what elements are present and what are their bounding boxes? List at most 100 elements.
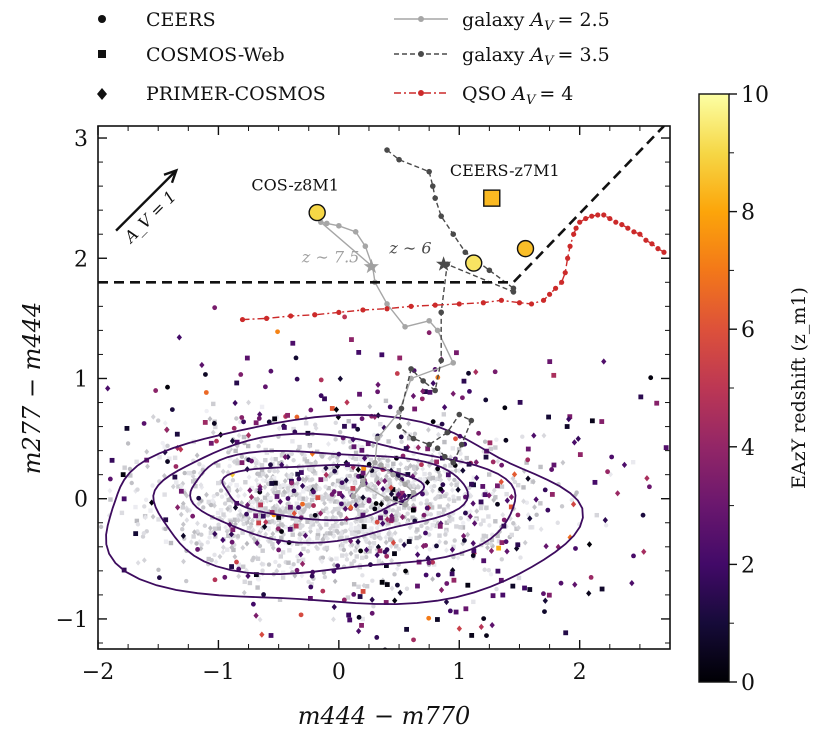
scatter-point <box>471 475 477 481</box>
scatter-point <box>293 523 299 529</box>
scatter-point <box>389 495 394 500</box>
scatter-point <box>369 526 374 531</box>
scatter-point <box>447 518 452 524</box>
scatter-point <box>463 606 469 612</box>
scatter-point <box>504 497 510 504</box>
colorbar-title: EAzY redshift (z_m1) <box>788 287 810 489</box>
scatter-point <box>253 689 258 694</box>
scatter-point <box>361 509 367 516</box>
scatter-point <box>315 495 321 501</box>
scatter-point <box>425 526 430 531</box>
scatter-point <box>167 456 172 461</box>
redshift-label: z ∼ 6 <box>388 238 431 257</box>
scatter-point <box>205 540 211 545</box>
scatter-point <box>278 485 283 490</box>
scatter-point <box>458 451 463 456</box>
scatter-point <box>461 537 467 543</box>
scatter-point <box>162 492 167 497</box>
scatter-point <box>67 553 71 557</box>
scatter-point <box>291 458 296 463</box>
scatter-point <box>142 504 147 509</box>
scatter-point <box>263 531 269 538</box>
boundary-line <box>98 126 665 284</box>
scatter-point <box>259 467 265 473</box>
scatter-point <box>640 512 646 518</box>
scatter-point <box>201 505 206 510</box>
scatter-point <box>265 513 271 518</box>
legend-ceers-label: CEERS <box>146 9 216 31</box>
scatter-point <box>495 568 501 574</box>
scatter-point <box>447 497 452 502</box>
scatter-point <box>213 424 218 430</box>
scatter-point <box>233 521 238 527</box>
scatter-point <box>437 504 442 509</box>
scatter-point <box>272 486 278 491</box>
scatter-point <box>235 517 241 524</box>
redshift-star <box>363 258 379 274</box>
scatter-point <box>573 546 578 551</box>
scatter-point <box>273 559 278 565</box>
scatter-point <box>366 518 372 523</box>
scatter-point <box>445 502 451 509</box>
scatter-point <box>253 612 259 619</box>
scatter-point <box>421 477 427 482</box>
legend-qso-av: A <box>510 83 526 105</box>
scatter-point <box>162 444 167 449</box>
scatter-point <box>325 535 331 542</box>
scatter-point <box>481 558 487 564</box>
scatter-point <box>476 430 481 436</box>
scatter-point <box>388 534 393 540</box>
scatter-point <box>471 599 476 605</box>
scatter-point <box>253 497 258 502</box>
scatter-point <box>226 497 231 503</box>
scatter-point <box>75 476 80 481</box>
scatter-point <box>363 537 368 543</box>
scatter-point <box>172 474 178 480</box>
scatter-point <box>169 407 175 413</box>
scatter-point <box>460 467 466 474</box>
scatter-point <box>387 404 393 410</box>
x-tick-label: 2 <box>573 660 587 685</box>
scatter-point <box>451 498 457 503</box>
track-point <box>625 225 631 231</box>
scatter-point <box>487 440 493 446</box>
legend-gal25-label: galaxy AV = 2.5 <box>462 9 610 34</box>
scatter-point <box>355 506 361 513</box>
scatter-point <box>442 493 448 499</box>
scatter-point <box>327 525 333 532</box>
extinction-arrow-shaft <box>115 169 178 232</box>
scatter-point <box>549 467 555 472</box>
scatter-point <box>334 556 339 561</box>
scatter-point <box>180 500 186 507</box>
axis-ticks: −2 −1 0 1 2 −1 0 1 2 3 <box>56 126 671 685</box>
scatter-point <box>260 548 265 553</box>
scatter-point <box>559 504 565 509</box>
scatter-point <box>440 482 446 488</box>
scatter-point <box>392 496 398 502</box>
scatter-point <box>437 538 442 545</box>
scatter-point <box>499 557 504 562</box>
scatter-point <box>164 426 170 433</box>
scatter-point <box>663 445 669 451</box>
scatter-point <box>358 456 364 463</box>
scatter-point <box>399 439 404 445</box>
scatter-point <box>184 517 190 524</box>
scatter-point <box>444 547 449 554</box>
scatter-point <box>263 506 268 511</box>
scatter-point <box>275 480 281 487</box>
track-point <box>432 302 438 308</box>
scatter-point <box>107 476 113 482</box>
scatter-point <box>524 500 530 505</box>
scatter-point <box>434 493 440 500</box>
scatter-point <box>174 431 180 437</box>
scatter-point <box>241 521 246 527</box>
scatter-point <box>376 521 382 527</box>
track-point <box>571 231 577 237</box>
scatter-point <box>506 702 511 707</box>
scatter-point <box>361 455 368 462</box>
scatter-point <box>426 532 432 537</box>
track-point <box>480 300 486 306</box>
colorbar-tick-label: 0 <box>741 671 755 696</box>
scatter-point <box>384 488 390 493</box>
scatter-point <box>379 352 385 358</box>
